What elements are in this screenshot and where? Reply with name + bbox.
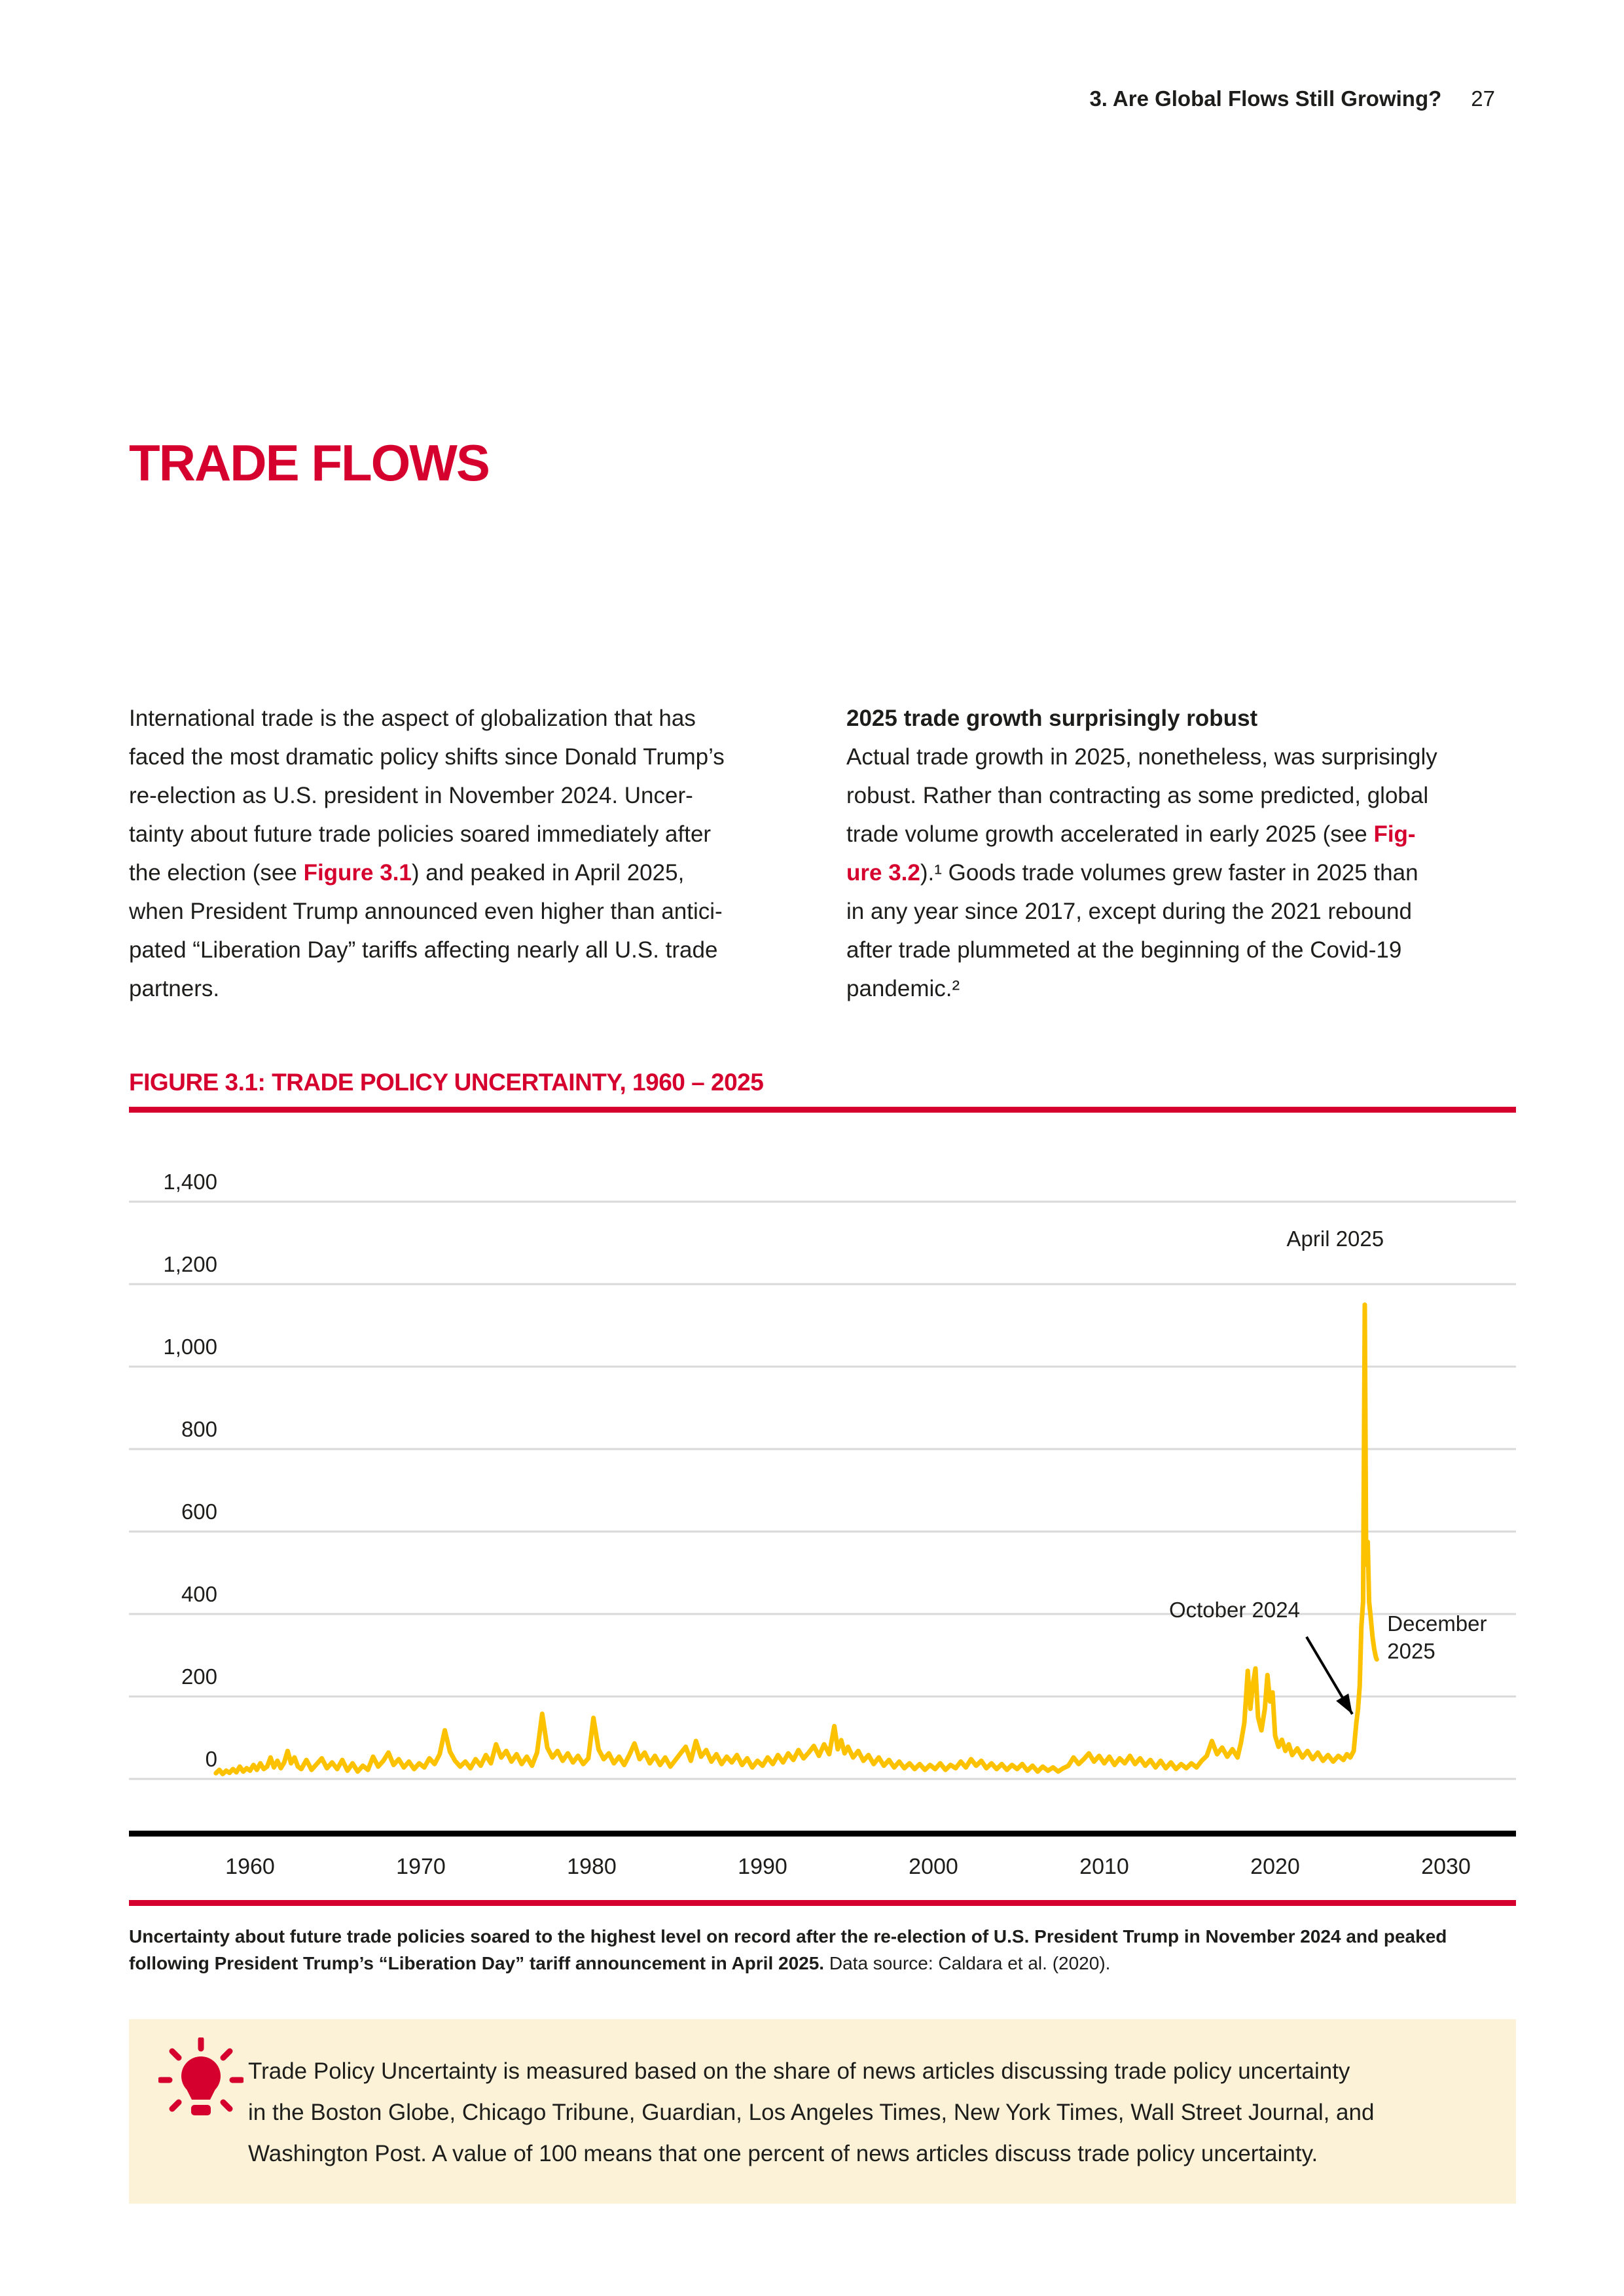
- page-title: TRADE FLOWS: [129, 434, 490, 492]
- text-line: 2025 trade growth surprisingly robust: [846, 706, 1258, 731]
- y-tick-label: 0: [205, 1747, 217, 1771]
- text-line: Actual trade growth in 2025, nonetheless…: [846, 744, 1437, 770]
- page-header: 3. Are Global Flows Still Growing? 27: [1089, 86, 1495, 111]
- lightbulb-icon: [158, 2037, 244, 2115]
- text-line: when President Trump announced even high…: [129, 899, 723, 924]
- x-tick-label: 2020: [1250, 1854, 1300, 1879]
- figure-title: FIGURE 3.1: TRADE POLICY UNCERTAINTY, 19…: [129, 1069, 764, 1096]
- text-line: after trade plummeted at the beginning o…: [846, 937, 1402, 963]
- y-tick-label: 200: [181, 1664, 217, 1689]
- y-tick-label: 1,200: [163, 1252, 217, 1276]
- note-text: Trade Policy Uncertainty is measured bas…: [248, 2051, 1374, 2174]
- annotation-october-2024: October 2024: [1168, 1597, 1300, 1622]
- text-line: robust. Rather than contracting as some …: [846, 783, 1429, 808]
- text-line: the election (see Figure 3.1) and peaked…: [129, 860, 685, 886]
- text-line: Uncertainty about future trade policies …: [129, 1926, 1447, 1946]
- section-title: 3. Are Global Flows Still Growing?: [1089, 86, 1442, 111]
- text-line: Trade Policy Uncertainty is measured bas…: [248, 2058, 1350, 2084]
- text-line: in the Boston Globe, Chicago Tribune, Gu…: [248, 2100, 1375, 2125]
- tpu-line-series: [213, 1302, 1379, 1776]
- text-line: faced the most dramatic policy shifts si…: [129, 744, 725, 770]
- page-number: 27: [1471, 86, 1495, 111]
- x-tick-label: 2030: [1421, 1854, 1471, 1879]
- text-line: re-election as U.S. president in Novembe…: [129, 783, 693, 808]
- note-box: Trade Policy Uncertainty is measured bas…: [129, 2019, 1516, 2204]
- text-line: pandemic.²: [846, 976, 960, 1001]
- text-line: tainty about future trade policies soare…: [129, 821, 712, 847]
- x-tick-label: 1970: [396, 1854, 446, 1879]
- annotation-april-2025: April 2025: [1286, 1227, 1384, 1251]
- text-line: partners.: [129, 976, 220, 1001]
- text-line: ure 3.2).¹ Goods trade volumes grew fast…: [846, 860, 1418, 886]
- text-line: Washington Post. A value of 100 means th…: [248, 2141, 1318, 2166]
- annotation-arrowhead: [1336, 1693, 1352, 1714]
- intro-paragraph-left: International trade is the aspect of glo…: [129, 699, 780, 1008]
- x-tick-label: 1960: [225, 1854, 275, 1879]
- annotation-december-2025: December 2025: [1387, 1611, 1487, 1663]
- figure-top-rule: [129, 1107, 1516, 1113]
- text-line: International trade is the aspect of glo…: [129, 706, 696, 731]
- figure-caption: Uncertainty about future trade policies …: [129, 1923, 1516, 1977]
- x-tick-label: 1980: [567, 1854, 617, 1879]
- x-tick-label: 2000: [909, 1854, 958, 1879]
- text-line: following President Trump’s “Liberation …: [129, 1953, 1111, 1973]
- x-axis-line: [129, 1831, 1516, 1837]
- y-tick-label: 1,400: [163, 1170, 217, 1194]
- text-line: pated “Liberation Day” tariffs affecting…: [129, 937, 718, 963]
- x-tick-label: 2010: [1079, 1854, 1129, 1879]
- intro-paragraph-right: 2025 trade growth surprisingly robust Act…: [846, 699, 1498, 1008]
- y-tick-label: 600: [181, 1499, 217, 1524]
- x-tick-label: 1990: [738, 1854, 787, 1879]
- y-tick-label: 400: [181, 1582, 217, 1606]
- figure-bottom-rule: [129, 1900, 1516, 1906]
- y-tick-label: 1,000: [163, 1335, 217, 1359]
- text-line: in any year since 2017, except during th…: [846, 899, 1412, 924]
- y-tick-label: 800: [181, 1417, 217, 1441]
- text-line: trade volume growth accelerated in early…: [846, 821, 1416, 847]
